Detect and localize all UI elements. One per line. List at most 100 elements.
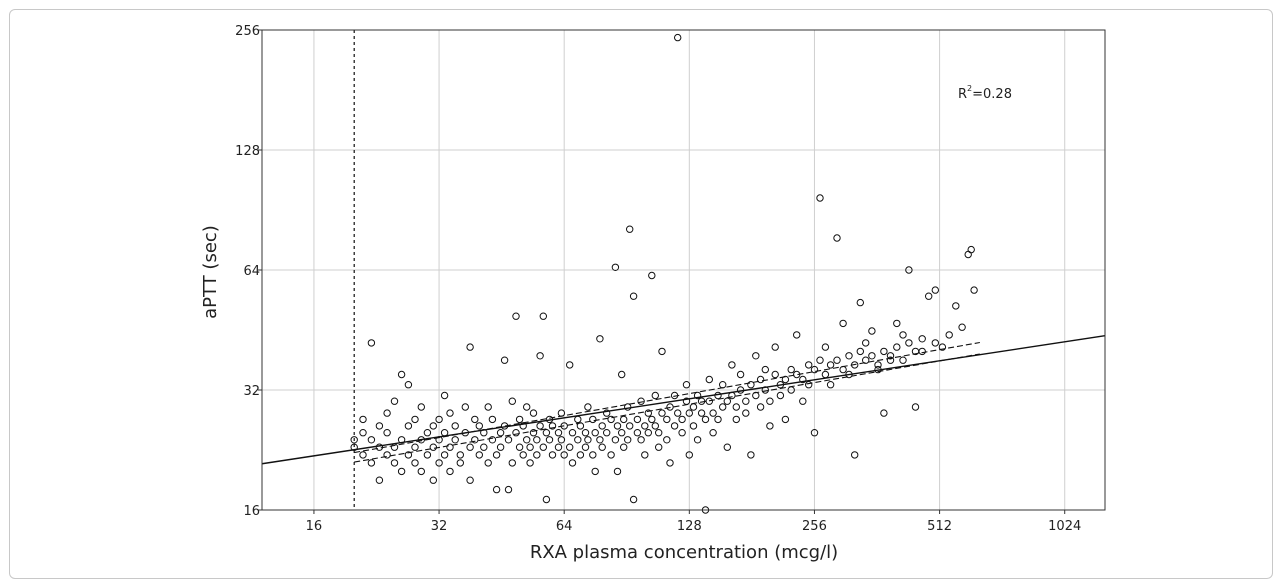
data-point	[603, 429, 611, 437]
data-point	[584, 436, 592, 444]
data-point	[851, 451, 859, 459]
data-point	[967, 245, 975, 254]
data-point	[862, 339, 870, 347]
regression-line	[261, 334, 1106, 465]
data-point	[466, 476, 474, 484]
data-point	[651, 422, 659, 430]
data-point	[742, 409, 750, 417]
data-point	[641, 422, 649, 430]
data-point	[620, 443, 628, 451]
data-point	[429, 443, 437, 451]
data-point	[383, 409, 391, 417]
data-point	[589, 451, 597, 459]
confidence-band-upper	[354, 341, 980, 454]
data-point	[732, 403, 740, 411]
scatter-chart: 16 32 64 128 256 512 1024 16 32 64 128 256 aPTT (se…	[200, 24, 1106, 563]
data-point	[404, 422, 413, 430]
r-squared-annotation: R2=0.28	[958, 84, 1012, 102]
data-point	[397, 370, 406, 379]
data-point	[685, 409, 693, 417]
data-point	[747, 381, 755, 389]
data-point	[766, 397, 774, 405]
data-point	[526, 443, 534, 451]
data-point	[539, 443, 547, 451]
data-point	[893, 319, 901, 328]
data-point	[446, 409, 454, 417]
data-point	[488, 436, 497, 444]
data-point	[620, 415, 628, 424]
data-point	[736, 370, 745, 379]
data-point	[446, 443, 454, 451]
data-point	[674, 33, 682, 42]
data-point	[771, 343, 779, 351]
data-point	[496, 429, 505, 437]
data-point	[644, 409, 652, 417]
data-point	[747, 451, 755, 459]
data-point	[821, 343, 830, 351]
data-point	[568, 429, 577, 437]
data-point	[856, 347, 864, 356]
data-point	[816, 356, 824, 364]
data-point	[557, 436, 566, 444]
data-point	[440, 451, 449, 459]
y-tick-label: 64	[243, 264, 260, 279]
data-point	[529, 429, 538, 437]
data-point	[648, 415, 656, 424]
data-point	[404, 381, 413, 389]
data-point	[938, 343, 947, 351]
y-tick-label: 32	[243, 384, 260, 399]
data-point	[641, 451, 649, 459]
data-point	[678, 415, 686, 424]
data-point	[805, 361, 813, 369]
data-point	[523, 403, 531, 411]
y-tick-label: 128	[235, 144, 260, 159]
data-point	[417, 403, 425, 411]
data-point	[607, 415, 615, 424]
data-point	[613, 467, 622, 476]
data-point	[508, 459, 516, 467]
data-point	[714, 415, 722, 424]
data-point	[945, 331, 953, 339]
data-point	[626, 225, 634, 233]
data-point	[548, 451, 557, 459]
data-point	[596, 436, 604, 444]
data-point	[874, 361, 882, 369]
x-tick-label: 32	[431, 519, 448, 534]
data-point	[905, 266, 913, 274]
data-point	[367, 436, 376, 444]
x-tick-label: 1024	[1048, 519, 1081, 534]
data-point	[475, 422, 483, 430]
data-point	[367, 459, 376, 467]
data-point	[574, 436, 582, 444]
data-point	[658, 347, 666, 356]
data-point	[423, 429, 432, 437]
data-point	[705, 375, 713, 384]
data-point	[719, 403, 727, 411]
data-point	[626, 422, 634, 430]
data-point	[756, 375, 765, 384]
data-point	[533, 451, 541, 459]
data-point	[423, 451, 432, 459]
data-point	[905, 339, 913, 347]
data-point	[742, 397, 750, 405]
data-point	[411, 459, 419, 467]
data-point	[411, 443, 419, 451]
data-point	[655, 429, 663, 437]
data-point	[771, 370, 779, 379]
data-point	[723, 397, 731, 405]
data-point	[637, 397, 645, 405]
data-point	[375, 422, 384, 430]
data-point	[390, 459, 399, 467]
data-point	[492, 451, 501, 459]
data-point	[719, 381, 727, 389]
data-point	[644, 429, 652, 437]
data-point	[868, 352, 876, 360]
data-point	[880, 409, 888, 417]
data-point	[607, 451, 615, 459]
data-point	[766, 422, 774, 430]
data-point	[515, 443, 524, 451]
data-point	[697, 409, 706, 417]
y-tick-label: 16	[243, 504, 260, 519]
data-point	[918, 347, 926, 356]
data-point	[536, 352, 544, 360]
